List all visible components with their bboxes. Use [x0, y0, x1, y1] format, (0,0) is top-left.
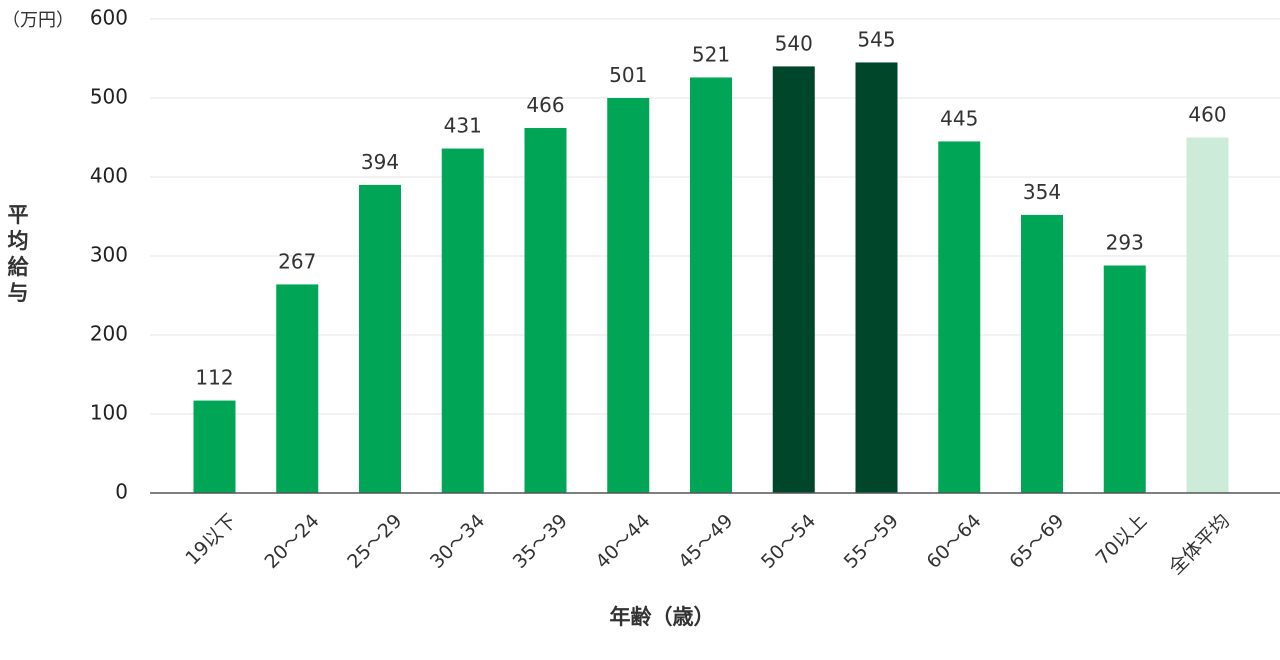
y-axis-title-char: 均	[8, 229, 29, 253]
y-tick-label: 400	[90, 164, 128, 188]
x-axis-title: 年齢（歳）	[610, 605, 715, 629]
data-label: 394	[361, 150, 399, 174]
bar	[276, 284, 319, 493]
y-axis-ticks: 0 100 200 300 400 500 600	[90, 6, 128, 504]
bar	[1103, 265, 1146, 493]
y-axis-title-char: 与	[8, 281, 29, 305]
x-tick-label: 40～44	[591, 510, 654, 573]
bar	[772, 66, 815, 494]
y-axis-title-char: 給	[8, 255, 30, 279]
data-label: 431	[444, 114, 482, 138]
data-label: 354	[1023, 180, 1061, 204]
x-tick-label: 50～54	[757, 510, 820, 573]
y-tick-label: 100	[90, 401, 128, 425]
data-label: 466	[526, 93, 564, 117]
y-axis-unit: （万円）	[2, 10, 74, 31]
x-tick-label: 70以上	[1092, 510, 1152, 570]
bar	[193, 400, 236, 493]
data-label: 540	[775, 31, 813, 55]
bar	[359, 184, 401, 493]
data-label: 445	[940, 106, 978, 130]
data-label: 112	[195, 366, 233, 390]
bar	[1186, 137, 1229, 493]
y-axis-title: 平均給与	[8, 203, 30, 305]
bar	[690, 77, 732, 494]
bar	[524, 128, 567, 493]
x-tick-label: 25～29	[343, 510, 406, 573]
bar	[938, 141, 981, 493]
data-label: 267	[278, 249, 316, 273]
x-tick-label: 30～34	[426, 510, 489, 573]
y-tick-label: 0	[115, 480, 128, 504]
x-tick-label: 65～69	[1005, 510, 1068, 573]
x-tick-label: 20～24	[260, 510, 323, 573]
data-label: 545	[857, 27, 895, 51]
data-label: 521	[692, 42, 730, 66]
data-label: 460	[1188, 103, 1226, 127]
bar	[607, 98, 650, 493]
y-tick-label: 300	[90, 243, 128, 267]
bar	[1021, 214, 1063, 494]
data-label: 293	[1106, 230, 1144, 254]
data-label: 501	[609, 63, 647, 87]
data-labels: 112 267 394 431 466 501 521 540 545 445 354 293 460	[195, 27, 1226, 389]
y-tick-label: 600	[90, 6, 128, 30]
y-tick-label: 200	[90, 322, 128, 346]
x-tick-label: 45～49	[674, 510, 737, 573]
x-tick-label: 19以下	[181, 510, 241, 570]
x-tick-label: 35～39	[509, 510, 572, 573]
x-tick-label: 55～59	[840, 510, 903, 573]
bar	[855, 62, 898, 493]
bar	[441, 148, 484, 493]
x-axis-ticks: 19以下 20～24 25～29 30～34 35～39 40～44 45～49 50～54 5…	[181, 510, 1234, 579]
bars	[193, 62, 1229, 494]
x-tick-label: 60～64	[922, 510, 985, 573]
y-tick-label: 500	[90, 85, 128, 109]
y-axis-title-char: 平	[8, 203, 29, 227]
x-tick-label: 全体平均	[1165, 510, 1234, 579]
